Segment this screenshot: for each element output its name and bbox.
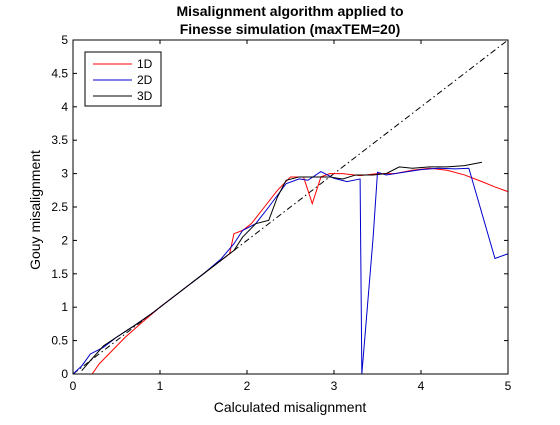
y-tick-label: 4 [61, 100, 68, 114]
y-tick-label: 0 [61, 367, 68, 381]
legend-items: 1D 2D 3D [93, 57, 153, 103]
y-tick-label: 1.5 [51, 267, 68, 281]
chart-title-line-2: Finesse simulation (maxTEM=20) [180, 21, 401, 37]
y-tick-label: 5 [61, 33, 68, 47]
x-tick-label: 5 [505, 379, 512, 393]
y-tick-label: 1 [61, 300, 68, 314]
x-tick-label: 1 [157, 379, 164, 393]
series-layer [72, 161, 509, 375]
x-tick-label: 0 [70, 379, 77, 393]
x-tick-label: 2 [244, 379, 251, 393]
series-line-3d [81, 161, 482, 371]
y-tick-label: 4.5 [51, 66, 68, 80]
x-tick-label: 4 [418, 379, 425, 393]
y-tick-label: 2 [61, 233, 68, 247]
y-tick-label: 3 [61, 167, 68, 181]
x-ticks: 0 1 2 3 4 5 [70, 40, 512, 393]
y-tick-label: 0.5 [51, 334, 68, 348]
legend-label-2d: 2D [137, 73, 153, 87]
legend-box [84, 51, 162, 107]
legend-label-1d: 1D [137, 57, 153, 71]
legend: 1D 2D 3D [84, 51, 162, 107]
y-tick-label: 3.5 [51, 133, 68, 147]
x-axis-label: Calculated misalignment [214, 399, 367, 415]
y-tick-label: 2.5 [51, 200, 68, 214]
y-axis-label: Gouy misalignment [27, 150, 43, 270]
x-tick-label: 3 [331, 379, 338, 393]
chart-title-line-1: Misalignment algorithm applied to [176, 3, 403, 19]
legend-label-3d: 3D [137, 89, 153, 103]
y-ticks: 0 0.5 1 1.5 2 2.5 3 3.5 4 4.5 5 [51, 33, 508, 381]
